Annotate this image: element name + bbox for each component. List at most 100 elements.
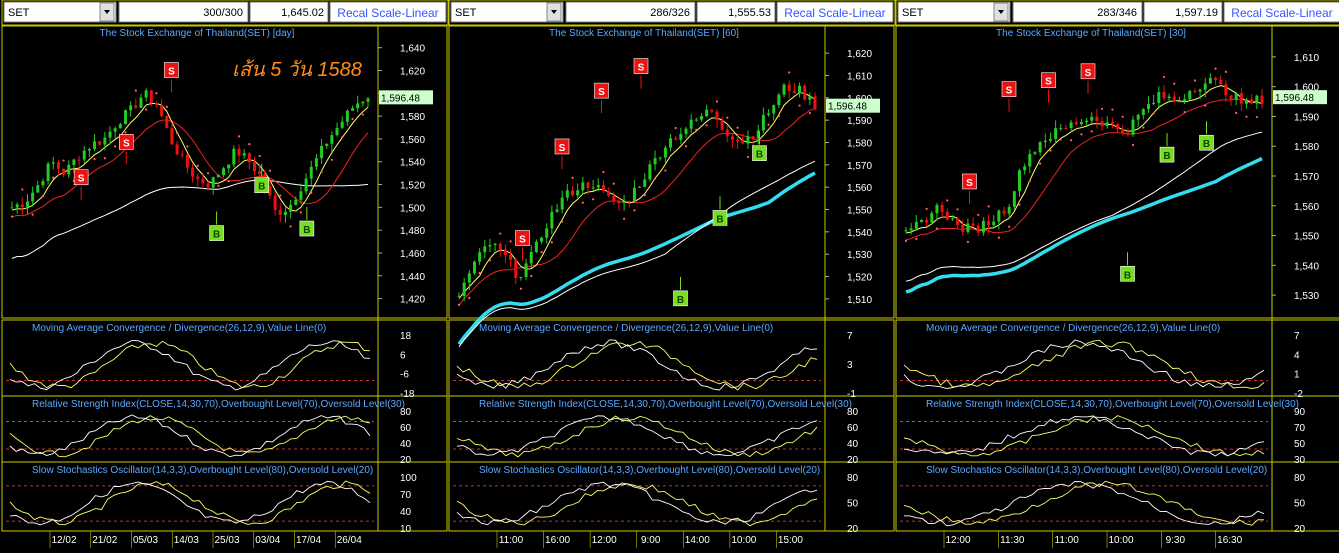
sell-signal-marker[interactable]: [73, 169, 89, 186]
candle: [273, 195, 277, 210]
sar-dot: [1070, 139, 1073, 142]
chevron-down-icon: [104, 10, 110, 14]
sar-dot: [715, 100, 719, 103]
price-tick-label: 1,520: [400, 181, 425, 192]
count-box: [565, 1, 696, 23]
sell-signal-marker[interactable]: [594, 82, 609, 99]
stochastic-line: [903, 480, 1265, 526]
sell-signal-marker[interactable]: [118, 134, 134, 150]
price-tick-label: 1,620: [847, 49, 872, 60]
candle: [1245, 99, 1249, 104]
recal-scale-button[interactable]: [776, 1, 894, 23]
candle: [488, 245, 492, 247]
price-tick-label: 1,580: [400, 112, 425, 123]
sar-dot: [997, 236, 1000, 239]
candle: [1038, 142, 1042, 153]
symbol-select[interactable]: [3, 1, 117, 23]
sar-dot: [664, 169, 667, 172]
buy-signal-marker[interactable]: [299, 220, 315, 237]
signal-letter: S: [168, 67, 175, 78]
macd-tick-label: -1: [847, 389, 856, 400]
sell-signal-marker[interactable]: [1041, 72, 1056, 89]
sar-dot: [93, 158, 96, 161]
sar-dot: [1100, 107, 1104, 110]
candle: [1250, 99, 1254, 104]
sar-dot: [1111, 108, 1114, 111]
stochastic-line: [456, 481, 818, 526]
buy-signal-marker[interactable]: [1159, 146, 1175, 163]
sar-dot: [124, 131, 127, 134]
candle: [503, 249, 507, 255]
candle: [351, 108, 355, 111]
sar-dot: [530, 274, 533, 278]
sell-signal-marker[interactable]: [633, 58, 649, 74]
sell-signal-marker[interactable]: [962, 173, 977, 190]
candle: [689, 119, 693, 129]
stochastic-tick-label: 50: [847, 499, 859, 510]
x-tick-label: 16:30: [1217, 535, 1242, 546]
candle: [1059, 127, 1063, 129]
candle: [663, 147, 667, 158]
candle: [457, 295, 461, 297]
recal-scale-label: Recal Scale-Linear: [784, 6, 885, 20]
recal-scale-button[interactable]: [1223, 1, 1339, 23]
sell-signal-marker[interactable]: [1080, 63, 1096, 80]
candle: [1121, 128, 1125, 133]
candle: [77, 159, 81, 161]
buy-signal-marker[interactable]: [1199, 134, 1214, 151]
candle: [1079, 122, 1083, 125]
candle: [1069, 122, 1073, 129]
candle: [1043, 140, 1047, 143]
x-tick-label: 12:00: [592, 535, 617, 546]
candle: [730, 136, 734, 140]
candle: [919, 219, 923, 223]
rsi-tick-label: 40: [847, 439, 859, 450]
buy-signal-marker[interactable]: [752, 145, 767, 161]
candle: [1048, 138, 1052, 141]
buy-signal-marker[interactable]: [1120, 265, 1135, 282]
candle: [956, 218, 960, 225]
chart-panel-3: SET 283/346 1,597.19 Recal Scale-Linear The …: [895, 0, 1339, 548]
price-tick-label: 1,500: [400, 203, 425, 214]
buy-signal-marker[interactable]: [254, 177, 270, 193]
sar-dot: [1080, 133, 1083, 136]
last-value: 1,645.02: [281, 7, 324, 19]
recal-scale-button[interactable]: [329, 1, 447, 23]
recal-scale-label: Recal Scale-Linear: [337, 6, 438, 20]
buy-signal-marker[interactable]: [209, 225, 224, 241]
candle: [196, 176, 200, 179]
candle: [976, 225, 980, 233]
sell-signal-marker[interactable]: [554, 138, 570, 155]
last-price-label: 1,596.48: [381, 93, 420, 104]
candle: [227, 164, 231, 169]
sell-signal-marker[interactable]: [164, 62, 179, 78]
candle: [1105, 122, 1109, 127]
sar-dot: [509, 240, 512, 243]
candle: [1141, 109, 1145, 115]
symbol-select[interactable]: [450, 1, 564, 23]
macd-tick-label: 18: [400, 331, 412, 342]
rsi-title: Relative Strength Index(CLOSE,14,30,70),…: [479, 399, 852, 410]
candle: [560, 197, 564, 210]
symbol-select[interactable]: [897, 1, 1011, 23]
candle: [93, 141, 97, 149]
sell-signal-marker[interactable]: [515, 230, 530, 246]
macd-title: Moving Average Convergence / Divergence(…: [479, 323, 773, 334]
candle: [571, 190, 575, 196]
candle: [761, 114, 765, 131]
stochastic-tick-label: 40: [400, 507, 412, 518]
candle: [746, 136, 750, 144]
buy-signal-marker[interactable]: [673, 290, 688, 307]
candle: [981, 220, 985, 233]
candle: [935, 204, 939, 214]
rsi-line: [456, 415, 818, 458]
sar-dot: [468, 296, 471, 300]
buy-signal-marker[interactable]: [712, 210, 728, 226]
candle: [1023, 166, 1027, 171]
candle: [134, 105, 138, 108]
candle: [1110, 122, 1114, 125]
stochastic-line: [9, 480, 371, 526]
stochastic-tick-label: 20: [1294, 524, 1306, 535]
sell-signal-marker[interactable]: [1001, 81, 1017, 97]
